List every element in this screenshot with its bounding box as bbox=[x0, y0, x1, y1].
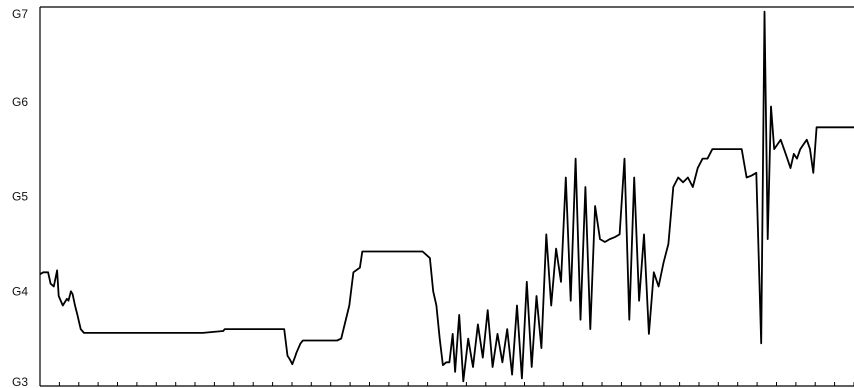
y-tick-label-g6: G6 bbox=[12, 95, 28, 109]
y-tick-label-g5: G5 bbox=[12, 190, 28, 204]
x-axis-minor-ticks bbox=[39, 382, 854, 386]
y-tick-label-g7: G7 bbox=[12, 7, 28, 21]
pitch-contour-line bbox=[39, 10, 854, 383]
y-tick-label-g3: G3 bbox=[12, 375, 28, 388]
y-axis-tick-labels: G3 G4 G5 G6 G7 bbox=[12, 7, 28, 388]
y-tick-label-g4: G4 bbox=[12, 284, 28, 298]
